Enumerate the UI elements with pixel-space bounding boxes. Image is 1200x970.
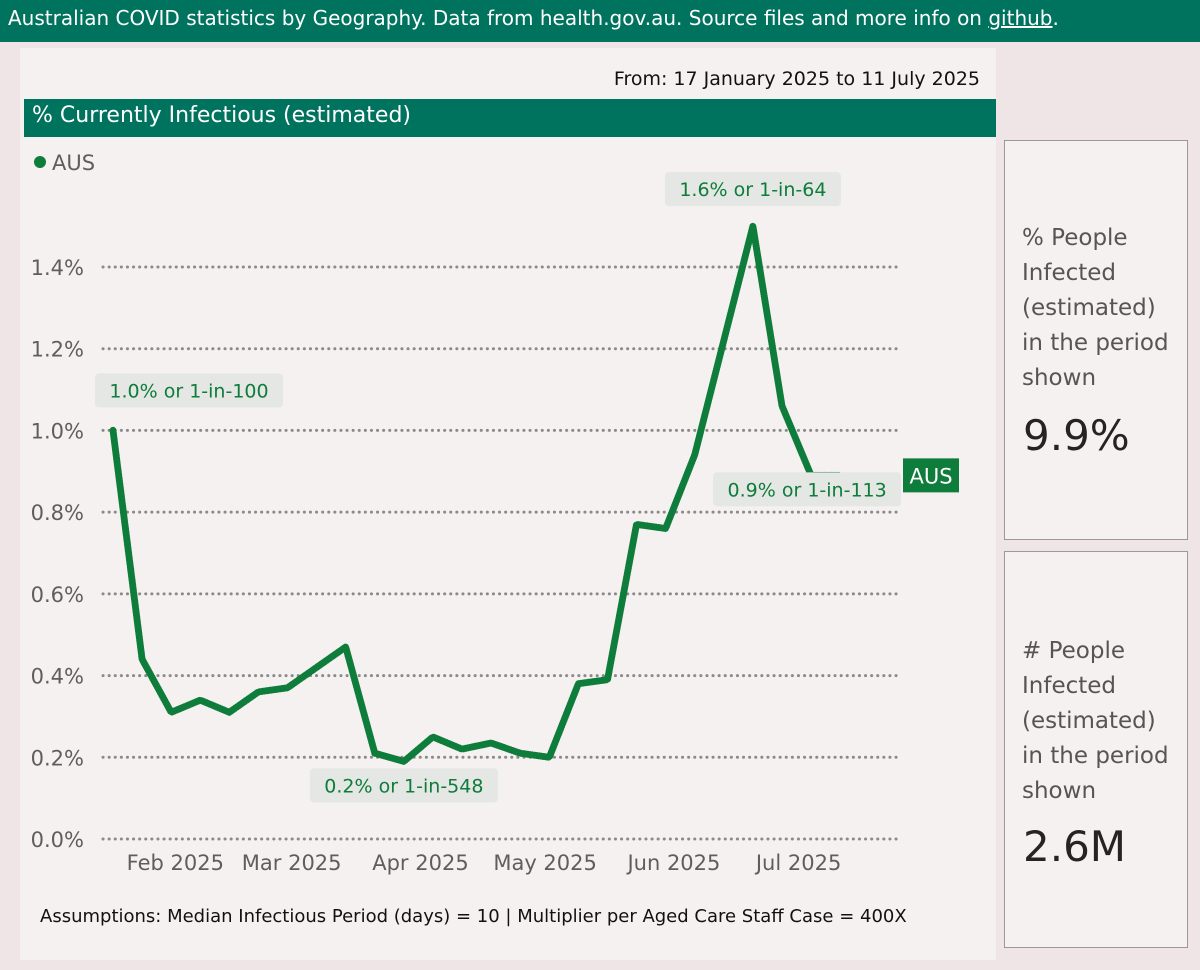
annotation-box: [95, 373, 283, 408]
annotation-box: [664, 172, 841, 207]
banner-tail: .: [1052, 6, 1059, 30]
series-line-aus: [109, 222, 844, 765]
y-tick-label: 0.6%: [31, 583, 84, 607]
card-label-line: % People: [1022, 225, 1128, 251]
x-tick-label: Mar 2025: [242, 851, 342, 875]
card-label-line: Infected: [1022, 260, 1117, 286]
annotation-label: 0.9% or 1-in-113: [728, 479, 887, 501]
top-banner: Australian COVID statistics by Geography…: [0, 0, 1200, 42]
end-label: AUS: [909, 464, 952, 488]
people-infected-percent-card: % People Infected (estimated) in the per…: [1004, 140, 1188, 540]
x-tick-label: Jul 2025: [754, 851, 841, 875]
card-value: 2.6M: [1023, 822, 1127, 871]
chart-panel: From: 17 January 2025 to 11 July 2025 % …: [20, 48, 996, 960]
legend-marker: [34, 156, 46, 168]
card-label: % People Infected (estimated) in the per…: [1022, 221, 1182, 396]
chart-header: % Currently Infectious (estimated): [24, 99, 996, 137]
assumptions-text: Assumptions: Median Infectious Period (d…: [40, 906, 907, 927]
banner-text: Australian COVID statistics by Geography…: [8, 6, 989, 30]
y-tick-label: 0.8%: [31, 501, 84, 525]
people-infected-count-card: # People Infected (estimated) in the per…: [1004, 551, 1188, 948]
annotation-label: 0.2% or 1-in-548: [324, 775, 483, 797]
card-label-line: shown: [1022, 778, 1097, 804]
annotation-box: [713, 472, 902, 507]
legend-label: AUS: [52, 151, 95, 175]
y-tick-label: 0.0%: [31, 828, 84, 852]
card-label-line: in the period: [1022, 743, 1169, 769]
y-tick-label: 1.0%: [31, 419, 84, 443]
annotation-label: 1.6% or 1-in-64: [679, 179, 826, 201]
y-tick-label: 0.4%: [31, 665, 84, 689]
card-label-line: # People: [1022, 638, 1125, 664]
github-link[interactable]: github: [988, 6, 1053, 30]
x-tick-label: Feb 2025: [127, 851, 224, 875]
y-tick-label: 1.2%: [31, 338, 84, 362]
card-label-line: (estimated): [1022, 295, 1156, 321]
x-tick-label: Jun 2025: [625, 851, 720, 875]
card-label-line: shown: [1022, 365, 1097, 391]
x-tick-label: Apr 2025: [372, 851, 468, 875]
card-label: # People Infected (estimated) in the per…: [1022, 634, 1182, 809]
card-label-line: (estimated): [1022, 708, 1156, 734]
annotation-label: 1.0% or 1-in-100: [109, 380, 268, 402]
end-label-box: [903, 458, 959, 493]
x-tick-label: May 2025: [493, 851, 597, 875]
line-chart: 0.0% 0.2% 0.4% 0.6% 0.8% 1.0% 1.2% 1.4% Feb 2025…: [31, 151, 959, 875]
card-value: 9.9%: [1023, 411, 1130, 460]
date-range: From: 17 January 2025 to 11 July 2025: [613, 68, 980, 90]
y-tick-label: 1.4%: [31, 256, 84, 280]
y-tick-label: 0.2%: [31, 746, 84, 770]
card-label-line: Infected: [1022, 673, 1117, 699]
card-label-line: in the period: [1022, 330, 1169, 356]
annotation-box: [309, 768, 498, 803]
